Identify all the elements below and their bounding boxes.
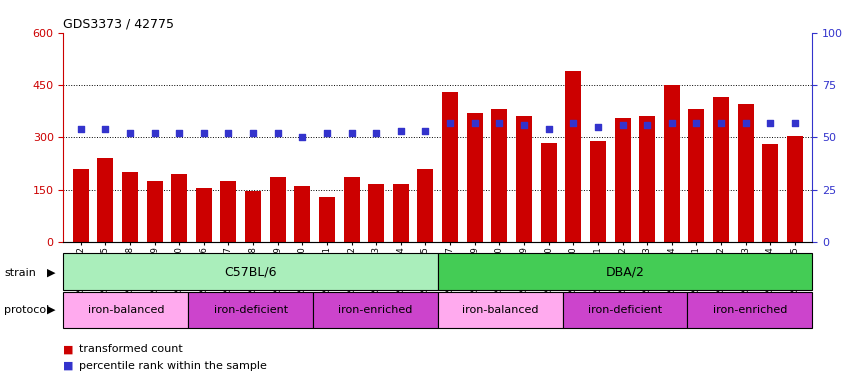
Text: transformed count: transformed count [79,344,183,354]
Point [689,119,703,126]
Text: ■: ■ [63,344,74,354]
Text: DBA/2: DBA/2 [606,265,645,278]
Bar [122,172,138,242]
Text: percentile rank within the sample: percentile rank within the sample [79,361,266,371]
Point [98,126,112,132]
Bar [664,85,680,242]
Point [197,130,211,136]
Bar [442,92,459,242]
Bar [146,181,162,242]
Bar [437,253,812,290]
Text: iron-deficient: iron-deficient [213,305,288,315]
Bar [63,253,437,290]
Point [665,119,678,126]
Bar [787,136,803,242]
Point [370,130,383,136]
Point [246,130,260,136]
Point [714,119,728,126]
Bar [245,191,261,242]
Point [764,119,777,126]
Bar [467,113,483,242]
Bar [343,177,360,242]
Point [788,119,802,126]
Point [443,119,457,126]
Point [271,130,284,136]
Point [616,122,629,128]
Bar [614,118,630,242]
Point [124,130,137,136]
Bar [393,184,409,242]
Bar [738,104,754,242]
Bar [270,177,286,242]
Bar [590,141,606,242]
Text: iron-balanced: iron-balanced [88,305,164,315]
Point [394,128,408,134]
Bar [97,158,113,242]
Point [74,126,87,132]
Text: iron-enriched: iron-enriched [712,305,787,315]
Text: iron-balanced: iron-balanced [462,305,538,315]
Bar [313,292,437,328]
Point [567,119,580,126]
Bar [319,197,335,242]
Bar [687,292,812,328]
Bar [713,97,729,242]
Bar [73,169,89,242]
Text: GDS3373 / 42775: GDS3373 / 42775 [63,17,174,30]
Point [739,119,752,126]
Point [591,124,605,130]
Bar [188,292,313,328]
Bar [563,292,687,328]
Text: ▶: ▶ [47,268,55,278]
Bar [516,116,532,242]
Bar [689,109,705,242]
Bar [492,109,508,242]
Bar [541,142,557,242]
Bar [221,181,237,242]
Bar [368,184,384,242]
Point [320,130,333,136]
Text: protocol: protocol [4,305,49,315]
Text: ▶: ▶ [47,305,55,315]
Bar [195,188,212,242]
Bar [762,144,778,242]
Point [345,130,359,136]
Bar [437,292,563,328]
Text: ■: ■ [63,361,74,371]
Point [295,134,309,141]
Point [640,122,654,128]
Bar [171,174,187,242]
Point [173,130,186,136]
Bar [417,169,433,242]
Point [542,126,556,132]
Point [148,130,162,136]
Point [492,119,506,126]
Bar [639,116,655,242]
Point [517,122,530,128]
Point [468,119,481,126]
Text: iron-deficient: iron-deficient [588,305,662,315]
Text: strain: strain [4,268,36,278]
Bar [565,71,581,242]
Bar [63,292,188,328]
Point [222,130,235,136]
Point [419,128,432,134]
Text: iron-enriched: iron-enriched [338,305,413,315]
Bar [294,186,310,242]
Text: C57BL/6: C57BL/6 [224,265,277,278]
